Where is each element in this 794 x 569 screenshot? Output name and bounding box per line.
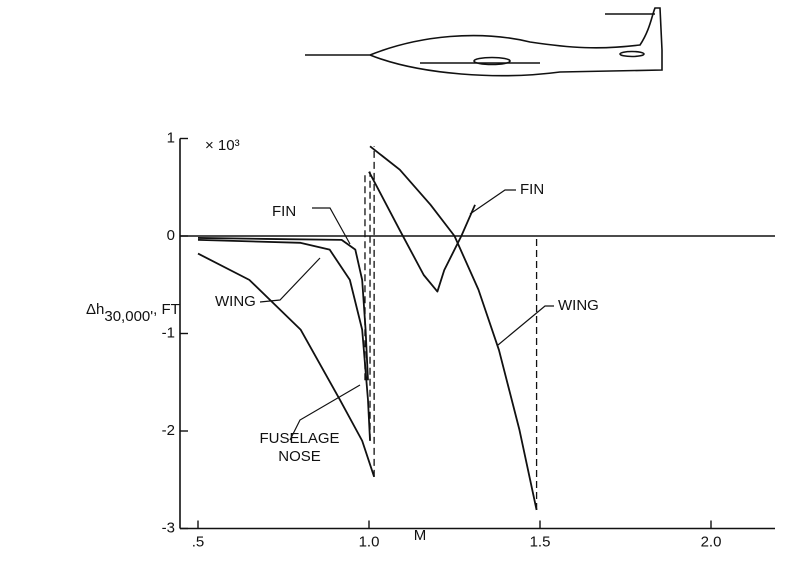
chart: M × 10³ Δh30,000', FT 1 0 -1 -2 -3 .5 1.0 1.5 2.… [0,0,794,569]
x-tick-label: 1.0 [359,533,380,550]
y-axis-unit: , FT [153,301,180,318]
x-tick-label: 2.0 [701,533,722,550]
series-line [198,240,370,441]
figure: M × 10³ Δh30,000', FT 1 0 -1 -2 -3 .5 1.0 1.5 2.… [0,0,794,569]
x-axis-label: M [414,527,427,544]
y-tick-label: 0 [167,227,175,244]
y-tick-label: -3 [162,519,175,536]
y-tick-label: -1 [162,324,175,341]
aircraft-sketch [305,8,662,76]
series-label: FIN [272,203,296,220]
series-label: WING [558,297,599,314]
y-tick-label: -2 [162,422,175,439]
y-tick-label: 1 [167,129,175,146]
multiplier-label: × 10³ [205,137,240,154]
series-line [369,172,475,292]
x-tick-label: 1.5 [530,533,551,550]
leader-line [312,208,350,244]
series-label: FIN [520,181,544,198]
series-label: WING [215,293,256,310]
series-label: FUSELAGE NOSE [252,430,347,466]
y-axis-symbol: Δh [86,301,104,318]
leader-line [470,190,516,214]
leader-line [260,258,320,302]
leader-line [498,306,554,345]
y-axis-subscript: 30,000' [104,308,153,325]
y-axis-label: Δh30,000', FT [86,301,180,325]
series-line [370,146,537,510]
x-tick-label: .5 [192,533,205,550]
